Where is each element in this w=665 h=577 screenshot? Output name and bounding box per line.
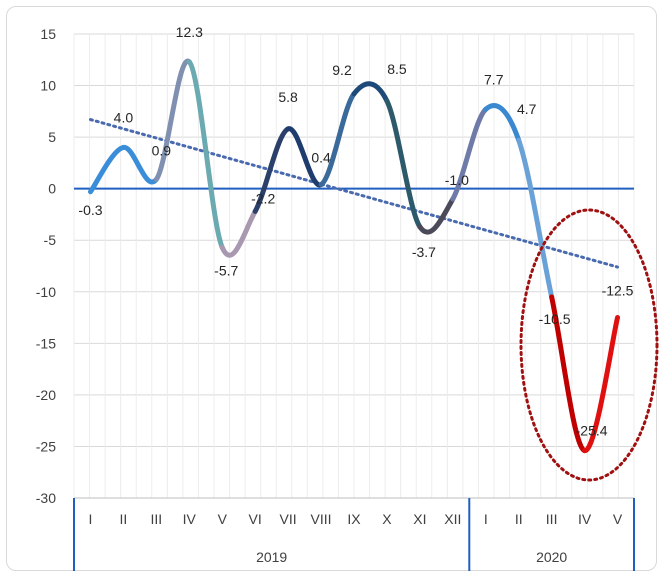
y-tick-label: -25 [36,438,56,454]
y-tick-label: -15 [36,335,56,351]
series-segment [153,58,192,182]
trendline [88,118,620,269]
series-segment [483,103,522,143]
x-axis-frame [73,497,635,571]
x-tick-label: III [151,511,163,527]
series-line [87,58,621,454]
x-tick-label: VII [280,511,297,527]
x-tick-label: VI [249,511,262,527]
highlight-ellipse [519,208,659,482]
y-tick-label: -30 [36,490,56,506]
x-tick-label: II [515,511,523,527]
data-label: 4.0 [114,109,134,125]
x-tick-label: IV [578,511,592,527]
x-tick-label: V [218,511,228,527]
data-label: -0.3 [78,202,102,218]
x-tick-label: X [382,511,392,527]
x-tick-label: II [120,511,128,527]
data-label: 7.7 [484,71,504,87]
data-label: 4.7 [517,101,537,117]
data-label: -25.4 [576,423,608,439]
data-label: 8.5 [387,61,407,77]
y-tick-label: 5 [48,129,56,145]
x-tick-label: I [89,511,93,527]
series-segment [120,144,159,185]
data-label: 5.8 [278,89,298,105]
series-segment [384,98,423,230]
data-label: 12.3 [176,24,203,40]
data-label: 0.4 [311,150,331,166]
y-tick-labels: 15 10 5 0 -5 -10 -15 -20 -25 -30 [36,26,56,506]
x-tick-label: I [484,511,488,527]
data-label: -1.0 [445,172,469,188]
y-tick-label: 15 [40,26,56,42]
series-segment [417,196,456,235]
data-label: 0.9 [152,142,172,158]
y-tick-label: 0 [48,181,56,197]
y-tick-label: 10 [40,78,56,94]
data-label: -3.7 [412,244,436,260]
y-tick-label: -20 [36,387,56,403]
data-labels: -0.3 4.0 0.9 12.3 -5.7 -2.2 5.8 0.4 9.2 8.5 -3.7 -1… [78,24,633,439]
x-tick-label: III [546,511,558,527]
series-segment [87,144,126,195]
series-segment [549,294,588,454]
series-segment [351,81,390,104]
series-segment [252,126,291,214]
group-label: 2019 [256,549,287,565]
gridlines [73,33,635,499]
data-label: -10.5 [539,311,571,327]
data-label: -2.2 [251,190,275,206]
x-tick-label: VIII [311,511,332,527]
group-labels: 2019 2020 [256,549,567,565]
series-segment [516,137,555,300]
data-label: 9.2 [332,62,352,78]
x-tick-label: IX [347,511,361,527]
y-tick-label: -5 [44,232,57,248]
data-label: -12.5 [602,283,634,299]
series-segment [285,126,324,188]
series-segment [219,208,258,258]
x-tick-label: XI [413,511,426,527]
series-segment [318,91,357,188]
x-tick-label: XII [444,511,461,527]
x-tick-label: V [613,511,623,527]
x-tick-label: IV [183,511,197,527]
y-tick-label: -10 [36,284,56,300]
series-segment [450,106,489,202]
group-label: 2020 [536,549,567,565]
x-tick-labels: I II III IV V VI VII VIII IX X XI XII I II III IV V [89,511,623,527]
data-label: -5.7 [214,262,238,278]
series-segment [186,59,225,250]
series-segment [582,315,621,454]
